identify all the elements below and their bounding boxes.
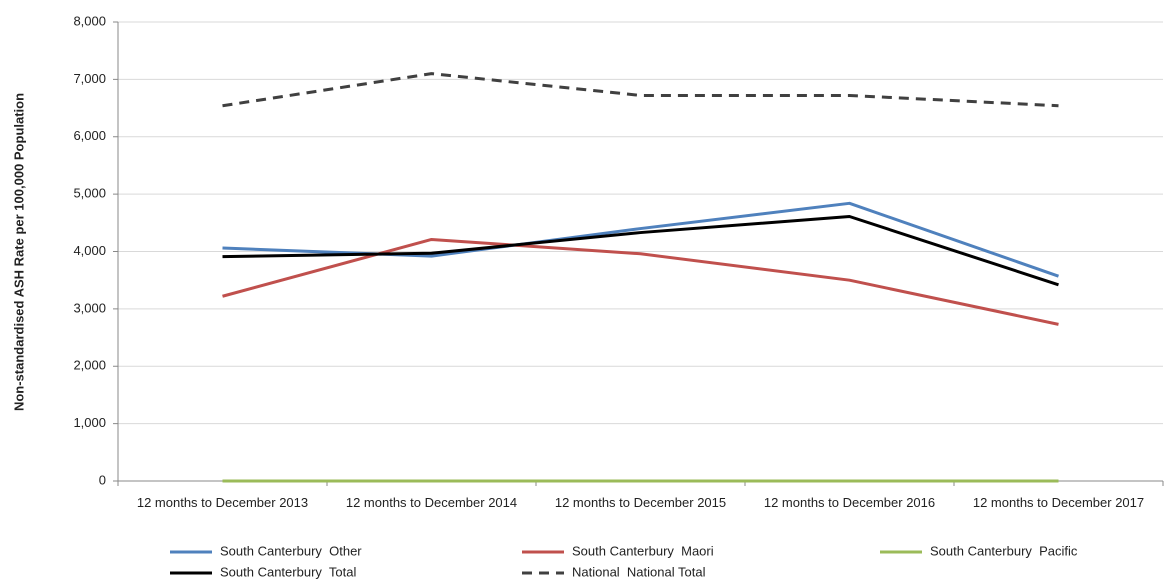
y-tick-label: 3,000 <box>73 300 106 315</box>
x-tick-label: 12 months to December 2013 <box>136 495 309 510</box>
series-line <box>222 237 1059 326</box>
legend-label: South Canterbury Pacific <box>930 543 1078 558</box>
y-tick-label: 2,000 <box>73 358 106 373</box>
legend-label: South Canterbury Other <box>220 543 362 558</box>
series-line <box>222 72 1059 108</box>
y-tick-label: 1,000 <box>73 415 106 430</box>
y-tick-label: 4,000 <box>73 243 106 258</box>
legend-label: National National Total <box>572 564 706 579</box>
y-tick-label: 6,000 <box>73 128 106 143</box>
x-tick-label: 12 months to December 2016 <box>763 495 936 510</box>
y-tick-label: 8,000 <box>73 13 106 28</box>
series-line <box>222 201 1059 278</box>
legend-label: South Canterbury Maori <box>572 543 714 558</box>
y-tick-label: 7,000 <box>73 71 106 86</box>
x-tick-label: 12 months to December 2017 <box>972 495 1145 510</box>
legend-label: South Canterbury Total <box>220 564 356 579</box>
y-tick-label: 0 <box>99 472 106 487</box>
x-tick-label: 12 months to December 2014 <box>345 495 518 510</box>
series-line <box>222 215 1059 287</box>
x-tick-label: 12 months to December 2015 <box>554 495 727 510</box>
y-axis-title: Non-standardised ASH Rate per 100,000 Po… <box>11 93 26 411</box>
y-tick-label: 5,000 <box>73 186 106 201</box>
